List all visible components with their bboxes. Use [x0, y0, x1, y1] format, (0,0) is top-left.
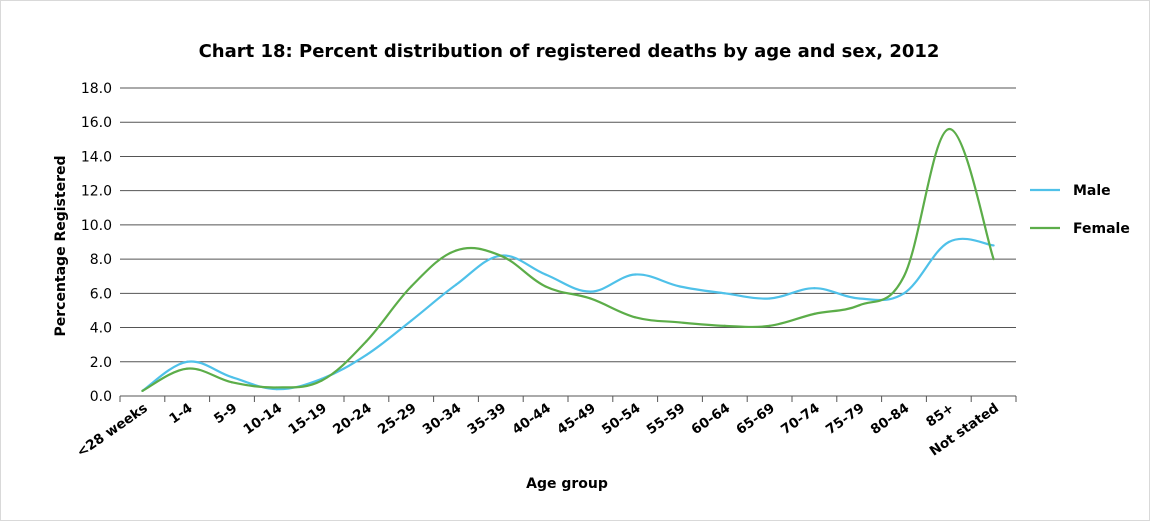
data-point-male [365, 353, 368, 357]
y-tick-label: 8.0 [90, 252, 112, 268]
data-point-female [230, 381, 234, 384]
legend-label-male: Male [1073, 183, 1111, 199]
gridlines [120, 87, 1016, 397]
data-point-female [454, 249, 458, 252]
data-point-female [678, 321, 682, 324]
x-tick-label: 20-24 [330, 400, 375, 438]
x-tick-label: 80-84 [868, 400, 913, 438]
data-point-female [858, 304, 861, 307]
y-axis-ticks: 0.0 2.0 4.0 6.0 8.0 10.0 12.0 14.0 16.0 18.0 [81, 81, 112, 405]
x-tick-label: 35-39 [465, 400, 510, 438]
y-tick-label: 18.0 [81, 81, 112, 97]
data-point-female [544, 285, 547, 288]
x-axis-ticks: <28 weeks 1-4 5-9 10-14 15-19 20-24 25-29 30-34… [74, 400, 1002, 460]
data-point-male [768, 297, 771, 300]
x-axis [119, 396, 1017, 402]
x-tick-label: 40-44 [509, 400, 554, 438]
chart-title: Chart 18: Percent distribution of regist… [199, 41, 940, 62]
data-point-female [768, 324, 771, 327]
x-tick-label: <28 weeks [74, 400, 151, 460]
series-line-female [141, 127, 995, 392]
x-tick-label: 45-49 [554, 400, 599, 438]
data-point-male [723, 292, 726, 295]
y-tick-label: 2.0 [90, 355, 112, 371]
data-point-female [902, 275, 906, 278]
y-tick-label: 4.0 [90, 321, 112, 337]
x-tick-label: 30-34 [420, 400, 465, 438]
legend-label-female: Female [1073, 221, 1130, 237]
data-point-female [634, 316, 637, 319]
legend: Male Female [1030, 183, 1130, 237]
x-tick-label: 85+ [923, 400, 957, 430]
data-point-male [454, 283, 458, 286]
data-point-female [410, 285, 413, 288]
data-point-male [634, 273, 637, 276]
data-point-female [947, 127, 950, 131]
y-tick-label: 0.0 [90, 389, 112, 405]
x-tick-label: 75-79 [823, 400, 868, 438]
y-tick-label: 14.0 [81, 149, 112, 165]
data-point-female [141, 389, 144, 392]
data-point-male [902, 292, 906, 295]
data-point-female [992, 258, 995, 261]
x-tick-label: 25-29 [375, 400, 420, 438]
x-tick-label: 60-64 [689, 400, 734, 438]
data-point-female [186, 367, 189, 370]
data-point-female [365, 340, 368, 343]
x-axis-label: Age group [526, 476, 608, 492]
data-point-female [320, 379, 323, 382]
data-point-male [410, 319, 413, 322]
data-point-female [589, 297, 592, 300]
data-point-female [499, 254, 502, 257]
x-tick-label: 70-74 [778, 400, 823, 438]
x-tick-label: 65-69 [733, 400, 778, 438]
data-point-female [275, 386, 278, 389]
y-tick-label: 12.0 [81, 184, 112, 200]
y-axis-label: Percentage Registered [53, 156, 69, 337]
data-point-male [589, 290, 592, 293]
data-point-male [186, 360, 189, 363]
data-point-male [678, 285, 682, 288]
x-tick-label: 5-9 [211, 400, 240, 427]
x-tick-label: 15-19 [285, 400, 330, 438]
data-point-male [992, 244, 995, 247]
y-tick-label: 10.0 [81, 218, 112, 234]
data-point-male [544, 273, 547, 276]
x-tick-label: 1-4 [166, 400, 195, 427]
data-point-male [230, 376, 234, 379]
y-tick-label: 16.0 [81, 115, 112, 131]
data-point-male [813, 287, 816, 290]
data-point-female [723, 324, 726, 327]
series-line-male [141, 237, 994, 392]
y-tick-label: 6.0 [90, 286, 112, 302]
x-tick-label: 50-54 [599, 400, 644, 438]
data-point-female [813, 312, 816, 315]
data-point-male [858, 297, 861, 300]
series-lines [141, 127, 995, 392]
data-point-male [275, 388, 278, 391]
x-tick-label: 55-59 [644, 400, 689, 438]
x-tick-label: 10-14 [241, 400, 286, 438]
data-point-male [947, 240, 950, 244]
